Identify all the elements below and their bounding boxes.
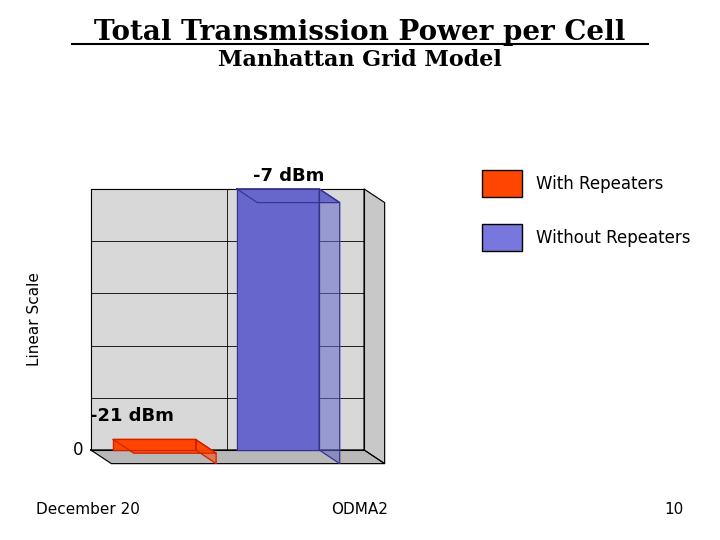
Text: With Repeaters: With Repeaters [536,174,664,193]
Text: Without Repeaters: Without Repeaters [536,228,691,247]
Text: Linear Scale: Linear Scale [27,273,42,366]
Text: -7 dBm: -7 dBm [253,167,325,185]
Polygon shape [196,440,216,463]
Text: Total Transmission Power per Cell: Total Transmission Power per Cell [94,19,626,46]
Polygon shape [237,189,340,202]
Polygon shape [113,440,216,453]
Polygon shape [113,440,196,450]
Text: December 20: December 20 [36,502,140,517]
Text: 10: 10 [665,502,684,517]
Text: 0: 0 [73,441,84,459]
Polygon shape [319,189,340,463]
Text: ODMA2: ODMA2 [332,502,388,517]
Text: -21 dBm: -21 dBm [90,407,174,424]
Polygon shape [91,189,364,450]
Polygon shape [237,189,319,450]
Polygon shape [91,450,384,463]
Polygon shape [364,189,384,463]
Text: Manhattan Grid Model: Manhattan Grid Model [218,49,502,71]
